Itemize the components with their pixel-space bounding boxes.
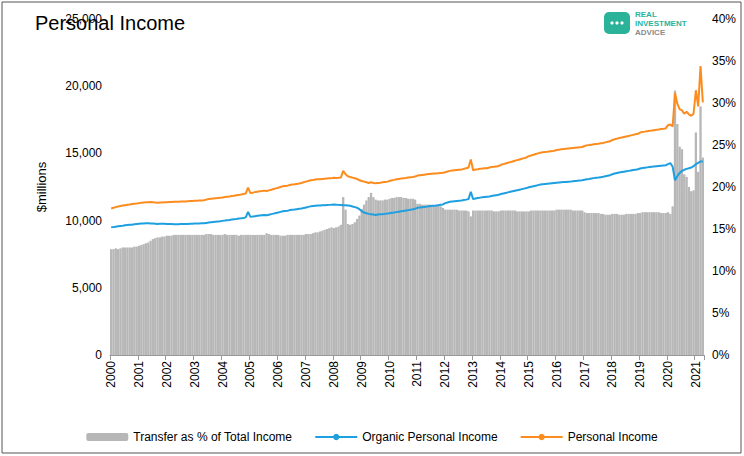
svg-text:REAL: REAL bbox=[635, 10, 657, 19]
svg-text:2005: 2005 bbox=[243, 361, 257, 388]
svg-text:2013: 2013 bbox=[466, 361, 480, 388]
svg-text:0%: 0% bbox=[712, 348, 730, 362]
svg-text:0: 0 bbox=[95, 348, 102, 362]
svg-text:2015: 2015 bbox=[522, 361, 536, 388]
svg-text:2020: 2020 bbox=[661, 361, 675, 388]
svg-text:2007: 2007 bbox=[299, 361, 313, 388]
svg-text:2003: 2003 bbox=[188, 361, 202, 388]
svg-text:2012: 2012 bbox=[438, 361, 452, 388]
svg-text:2016: 2016 bbox=[550, 361, 564, 388]
svg-text:35%: 35% bbox=[712, 54, 736, 68]
svg-text:15%: 15% bbox=[712, 222, 736, 236]
svg-text:10%: 10% bbox=[712, 264, 736, 278]
svg-text:40%: 40% bbox=[712, 12, 736, 26]
svg-text:2019: 2019 bbox=[633, 361, 647, 388]
svg-text:Personal Income: Personal Income bbox=[568, 430, 658, 444]
svg-text:Transfer as % of Total Income: Transfer as % of Total Income bbox=[133, 430, 292, 444]
svg-text:Personal Income: Personal Income bbox=[35, 12, 185, 34]
svg-text:2006: 2006 bbox=[271, 361, 285, 388]
svg-text:5%: 5% bbox=[712, 306, 730, 320]
svg-text:2001: 2001 bbox=[132, 361, 146, 388]
svg-text:2014: 2014 bbox=[494, 361, 508, 388]
svg-text:Organic Personal Income: Organic Personal Income bbox=[362, 430, 498, 444]
svg-text:20%: 20% bbox=[712, 180, 736, 194]
svg-text:$millions: $millions bbox=[34, 161, 49, 212]
svg-text:2010: 2010 bbox=[383, 361, 397, 388]
svg-text:2021: 2021 bbox=[689, 361, 703, 388]
svg-text:2002: 2002 bbox=[160, 361, 174, 388]
svg-text:ADVICE: ADVICE bbox=[635, 28, 666, 37]
svg-text:2000: 2000 bbox=[104, 361, 118, 388]
svg-text:20,000: 20,000 bbox=[65, 79, 102, 93]
svg-text:25%: 25% bbox=[712, 138, 736, 152]
svg-text:10,000: 10,000 bbox=[65, 214, 102, 228]
svg-text:2017: 2017 bbox=[578, 361, 592, 388]
svg-text:2011: 2011 bbox=[410, 361, 424, 387]
svg-text:2018: 2018 bbox=[605, 361, 619, 388]
svg-text:2004: 2004 bbox=[216, 361, 230, 388]
svg-text:5,000: 5,000 bbox=[72, 281, 102, 295]
svg-text:2009: 2009 bbox=[355, 361, 369, 388]
svg-text:2008: 2008 bbox=[327, 361, 341, 388]
svg-text:30%: 30% bbox=[712, 96, 736, 110]
svg-text:INVESTMENT: INVESTMENT bbox=[635, 19, 687, 28]
svg-text:15,000: 15,000 bbox=[65, 146, 102, 160]
